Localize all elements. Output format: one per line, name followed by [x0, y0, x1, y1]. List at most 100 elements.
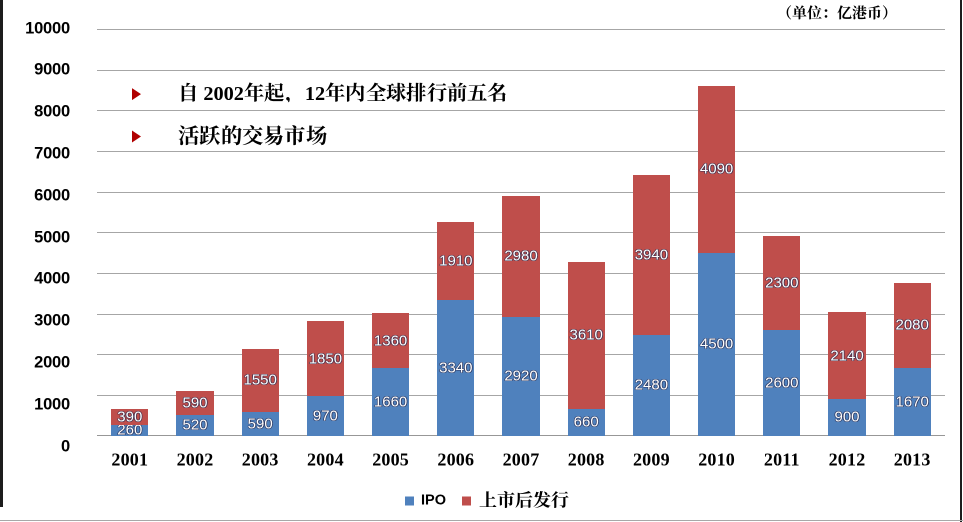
- bar-segment-secondary: [437, 222, 475, 300]
- y-axis-tick-label: 4000: [34, 269, 70, 288]
- gridline: [97, 69, 945, 71]
- x-axis-category-label: 2007: [502, 449, 540, 470]
- legend-label-secondary: [479, 490, 570, 511]
- bar-segment-ipo: [111, 425, 149, 436]
- bar-segment-secondary: [502, 195, 540, 317]
- bar-value-label: 2080: [895, 316, 929, 334]
- bar-value-label: 2980: [504, 247, 538, 265]
- bar-value-label: 590: [247, 415, 273, 433]
- bar-value-label: 2600: [765, 374, 799, 392]
- cjk-glyph: [386, 82, 406, 102]
- bar-segment-ipo: [828, 399, 866, 436]
- x-axis-category-label: 2008: [567, 449, 605, 470]
- cjk-glyph: [347, 82, 365, 102]
- cjk-glyph: [264, 125, 284, 145]
- bar-value-label: 3340: [439, 359, 473, 377]
- cjk-glyph: [467, 83, 487, 101]
- bar-segment-secondary: [306, 320, 345, 397]
- bar-segment-ipo: [306, 396, 345, 436]
- x-axis-category-label: 2004: [306, 449, 344, 470]
- bar-value-label: 4090: [699, 160, 734, 178]
- cjk-glyph: [285, 97, 290, 103]
- x-axis-category-label: 2005: [372, 449, 409, 470]
- bar-value-label: 1360: [373, 332, 408, 349]
- frame-border-right: [960, 0, 963, 522]
- bar-value-label: 1660: [373, 393, 408, 411]
- cjk-glyph: [366, 82, 386, 101]
- legend-swatch-secondary: [461, 496, 471, 505]
- bar-value-label: 2920: [504, 367, 538, 385]
- bar-segment-ipo: [176, 414, 214, 436]
- cjk-glyph: [868, 4, 881, 19]
- bar-segment-secondary: [567, 261, 605, 409]
- cjk-glyph: [181, 82, 196, 102]
- red-triangle-bullet-icon: [132, 130, 141, 143]
- bar-segment-ipo: [241, 411, 279, 436]
- cjk-glyph: [306, 125, 327, 145]
- annotation-text: [178, 124, 327, 149]
- bar-value-label: 970: [312, 407, 338, 425]
- y-axis-tick-label: 3000: [34, 311, 70, 330]
- gridline: [97, 150, 945, 152]
- cjk-glyph: [807, 4, 822, 19]
- cjk-glyph: [488, 82, 507, 102]
- cjk-glyph: [882, 4, 888, 19]
- cjk-glyph: [285, 124, 306, 145]
- cjk-glyph: [533, 490, 551, 508]
- cjk-glyph: [824, 8, 828, 18]
- x-axis-line: [97, 434, 945, 437]
- cjk-glyph: [480, 490, 497, 507]
- bar-segment-ipo: [632, 334, 671, 436]
- bar-value-label: 260: [117, 421, 143, 439]
- cjk-glyph: [515, 490, 533, 508]
- y-axis-tick-label: 9000: [34, 60, 70, 79]
- bar-value-label: 660: [573, 413, 599, 431]
- bar-value-label: 2300: [765, 274, 799, 292]
- bar-segment-secondary: [176, 390, 214, 415]
- bar-segment-secondary: [828, 312, 866, 400]
- y-axis-tick-label: 7000: [34, 144, 70, 163]
- cjk-glyph: [792, 4, 807, 19]
- annotation-line-1: 2002 12: [132, 82, 508, 106]
- bar-segment-ipo: [893, 367, 931, 436]
- bar-segment-ipo: [697, 252, 736, 436]
- cjk-glyph: [264, 82, 285, 102]
- bar-value-label: 2480: [634, 376, 669, 394]
- bar-value-label: 3940: [634, 246, 669, 264]
- cjk-glyph: [242, 124, 263, 145]
- red-triangle-bullet-icon: [132, 88, 141, 100]
- cjk-glyph: [222, 124, 242, 145]
- bar-value-label: 520: [182, 416, 208, 434]
- y-axis-tick-label: 10000: [25, 19, 70, 37]
- y-axis-tick-label: 0: [61, 437, 70, 456]
- x-axis-category-label: 2012: [828, 449, 866, 470]
- y-axis-tick-label: 6000: [34, 186, 70, 205]
- unit-label: [777, 4, 897, 22]
- chart-legend: IPO: [405, 490, 570, 511]
- x-axis-category-label: 2001: [111, 449, 149, 470]
- bar-value-label: 1850: [308, 350, 343, 368]
- cjk-glyph: [852, 4, 867, 19]
- y-axis-tick-label: 1000: [34, 395, 70, 414]
- annotation-line-2: [132, 124, 327, 149]
- bar-value-label: 2140: [830, 347, 864, 365]
- bar-segment-secondary: [697, 86, 736, 253]
- x-axis-category-label: 2006: [437, 449, 475, 470]
- cjk-glyph: [498, 490, 515, 508]
- bar-segment-ipo: [371, 368, 410, 436]
- bar-value-label: 590: [182, 394, 208, 412]
- cjk-glyph: [837, 4, 852, 19]
- cjk-glyph: [178, 125, 199, 145]
- bar-segment-ipo: [437, 299, 475, 436]
- cjk-glyph: [325, 82, 345, 102]
- cjk-glyph: [199, 125, 221, 145]
- cjk-glyph: [447, 82, 467, 102]
- x-axis-category-label: 2010: [698, 449, 735, 470]
- frame-border-left: [0, 0, 3, 507]
- bar-value-label: 1670: [895, 393, 929, 411]
- bar-segment-ipo: [567, 408, 605, 436]
- x-axis-category-label: 2003: [241, 449, 279, 470]
- bar-value-label: 3610: [569, 326, 603, 344]
- bar-value-label: 900: [834, 408, 860, 426]
